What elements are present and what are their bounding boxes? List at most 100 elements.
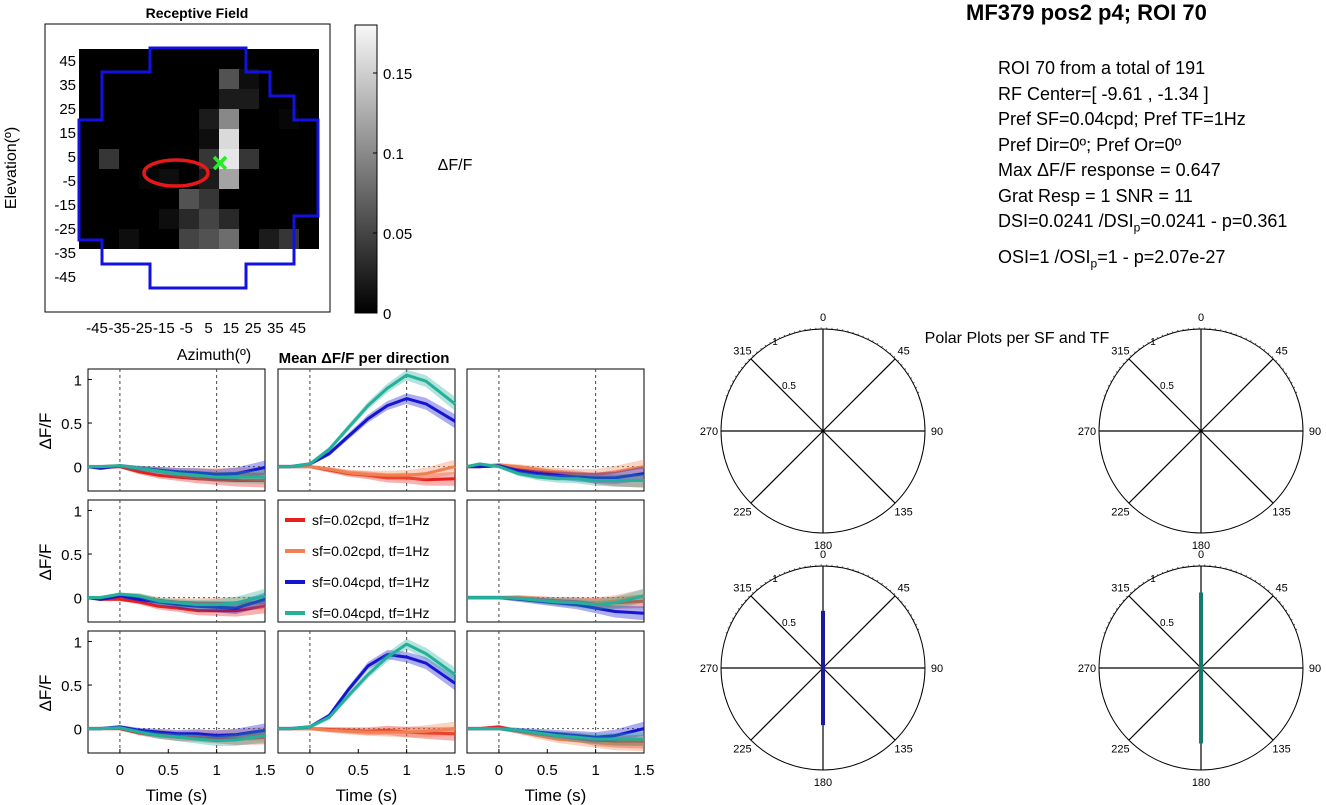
- polar-dot: [1119, 367, 1121, 369]
- polar-dot: [1107, 622, 1109, 624]
- polar-dot: [1147, 579, 1149, 581]
- rf-cell: [79, 209, 99, 229]
- rf-cell: [219, 49, 239, 69]
- rf-cell: [279, 189, 299, 209]
- polar-dot: [910, 377, 912, 379]
- polar-dot: [881, 583, 883, 585]
- rf-cell: [279, 209, 299, 229]
- polar-dot: [1152, 576, 1154, 578]
- rf-cell: [99, 229, 119, 249]
- polar-dot: [764, 345, 767, 347]
- polar-dot: [1275, 597, 1277, 599]
- polar-dot: [1142, 345, 1144, 347]
- polar-dot: [910, 614, 912, 616]
- polar-dot: [1285, 372, 1287, 374]
- rf-cell: [259, 229, 279, 249]
- trace-line: [88, 464, 265, 479]
- polar-dot: [725, 395, 727, 397]
- rf-cell: [199, 189, 219, 209]
- polar-angle-label: 45: [897, 345, 909, 357]
- rf-ytick-label: 35: [59, 77, 76, 94]
- colorbar: [354, 24, 378, 314]
- rf-cell: [239, 89, 259, 109]
- rf-cell: [239, 49, 259, 69]
- trace-line: [278, 373, 456, 469]
- polar-radial-tick-label: 0.5: [1160, 618, 1174, 629]
- polar-dot: [1293, 386, 1295, 389]
- polar-dot: [1271, 593, 1274, 595]
- rf-cell: [279, 169, 299, 189]
- polar-angle-label: 225: [733, 507, 751, 519]
- rf-cell: [199, 129, 219, 149]
- polar-dot: [826, 564, 828, 566]
- polar-dot: [727, 390, 729, 392]
- polar-dot: [752, 592, 754, 594]
- rf-xtick-label: 35: [267, 320, 284, 337]
- rf-cell: [159, 189, 179, 209]
- polar-dot: [1235, 333, 1237, 335]
- rf-cell: [79, 129, 99, 149]
- rf-cell: [159, 69, 179, 89]
- rf-cell: [139, 69, 159, 89]
- polar-angle-label: 225: [733, 744, 751, 756]
- polar-dot: [1193, 327, 1195, 329]
- rf-xtick-label: 15: [222, 320, 239, 337]
- polar-dot: [1122, 362, 1124, 364]
- trace-ytick-label: 0.5: [61, 547, 82, 564]
- rf-cell: [299, 169, 319, 189]
- polar-angle-label: 90: [1309, 426, 1321, 438]
- polar-dot: [893, 356, 896, 358]
- rf-cell: [239, 209, 259, 229]
- rf-cell: [139, 89, 159, 109]
- polar-dot: [877, 580, 879, 582]
- polar-dot: [1130, 355, 1132, 357]
- polar-dot: [904, 605, 906, 607]
- rf-cell: [239, 149, 259, 169]
- polar-dot: [1209, 564, 1211, 567]
- trace-axes-frame: [277, 499, 456, 623]
- polar-angle-label: 90: [931, 426, 943, 438]
- polar-dot: [885, 349, 888, 351]
- polar-dot: [836, 565, 838, 567]
- polar-dot: [788, 333, 791, 335]
- polar-angle-label: 45: [897, 582, 909, 594]
- polar-dot: [867, 337, 869, 339]
- trace-xtick-label: 0: [306, 762, 314, 779]
- polar-dot: [1240, 572, 1242, 574]
- polar-dot: [752, 355, 754, 357]
- rf-cell: [119, 229, 139, 249]
- polar-dot: [735, 612, 737, 615]
- polar-dot: [831, 564, 833, 567]
- polar-angle-label: 270: [700, 426, 718, 438]
- rf-cell: [259, 89, 279, 109]
- polar-dot: [915, 386, 917, 389]
- polar-dot: [1230, 331, 1232, 334]
- polar-dot: [1103, 632, 1105, 634]
- polar-spoke: [1200, 667, 1274, 741]
- trace-ytick-label: 1: [74, 634, 82, 651]
- max-response-text: Max ΔF/F response = 0.647: [998, 160, 1221, 180]
- polar-dot: [1107, 385, 1109, 387]
- polar-dot: [852, 331, 854, 334]
- polar-dot: [799, 567, 801, 569]
- trace-xtick-label: 0: [495, 762, 503, 779]
- polar-dot: [1130, 592, 1132, 594]
- polar-dot: [741, 604, 743, 606]
- polar-dot: [1235, 570, 1237, 572]
- rf-cell: [279, 129, 299, 149]
- colorbar-tick-label: 0: [383, 306, 391, 323]
- rf-ytick-label: -15: [54, 197, 76, 214]
- pref-sf-tf-text: Pref SF=0.04cpd; Pref TF=1Hz: [998, 109, 1246, 129]
- polar-dot: [1198, 327, 1200, 329]
- polar-angle-label: 315: [733, 345, 751, 357]
- polar-dot: [831, 327, 833, 329]
- polar-dot: [826, 327, 828, 329]
- polar-dot: [1105, 627, 1107, 629]
- rf-cell: [159, 89, 179, 109]
- rf-cell: [279, 49, 299, 69]
- polar-dot: [774, 576, 776, 578]
- polar-dot: [1103, 395, 1105, 397]
- polar-dot: [1263, 349, 1265, 351]
- rf-xtick-label: 45: [289, 320, 306, 337]
